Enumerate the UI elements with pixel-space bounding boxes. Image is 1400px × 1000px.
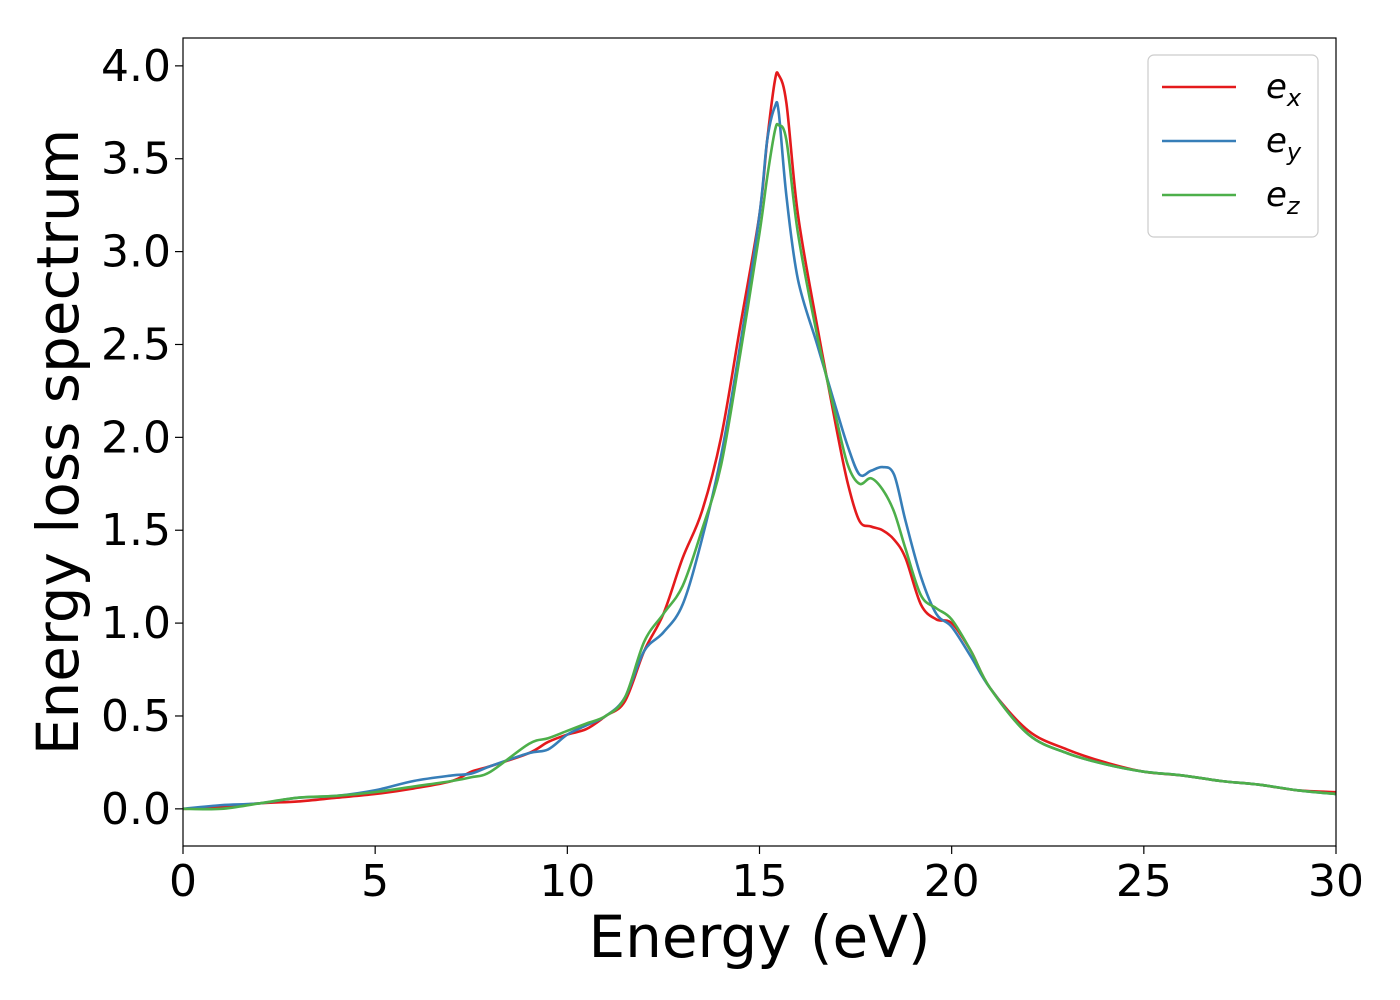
y-tick-label: 3.0: [101, 227, 171, 278]
y-tick-label: 3.5: [101, 134, 171, 185]
series-layer: [183, 71, 1336, 811]
x-tick-label: 30: [1308, 856, 1364, 907]
x-tick-label: 5: [361, 856, 389, 907]
y-tick-label: 1.0: [101, 598, 171, 649]
x-axis-title: Energy (eV): [588, 903, 930, 971]
x-tick-label: 10: [539, 856, 595, 907]
y-axis-title: Energy loss spectrum: [24, 129, 92, 755]
legend-box: [1147, 54, 1319, 238]
y-tick-label: 2.5: [101, 319, 171, 370]
x-tick-label: 15: [732, 856, 788, 907]
y-tick-label: 2.0: [101, 412, 171, 463]
x-tick-label: 20: [924, 856, 980, 907]
y-tick-label: 0.0: [101, 784, 171, 835]
legend-label-y: ey: [1266, 121, 1302, 166]
y-tick-label: 4.0: [101, 41, 171, 92]
legend: ex ey ez: [1147, 54, 1319, 238]
legend-label-z: ez: [1266, 175, 1301, 220]
x-tick-label: 0: [169, 856, 197, 907]
y-axis-ticks: 0.0 0.5 1.0 1.5 2.0 2.5 3.0 3.5 4.0: [101, 41, 183, 835]
legend-label-x: ex: [1266, 67, 1302, 112]
x-tick-label: 25: [1116, 856, 1172, 907]
y-tick-label: 0.5: [101, 691, 171, 742]
y-tick-label: 1.5: [101, 505, 171, 556]
x-axis-ticks: 0 5 10 15 20 25 30: [169, 846, 1364, 907]
series-line-e-z: [183, 122, 1336, 811]
